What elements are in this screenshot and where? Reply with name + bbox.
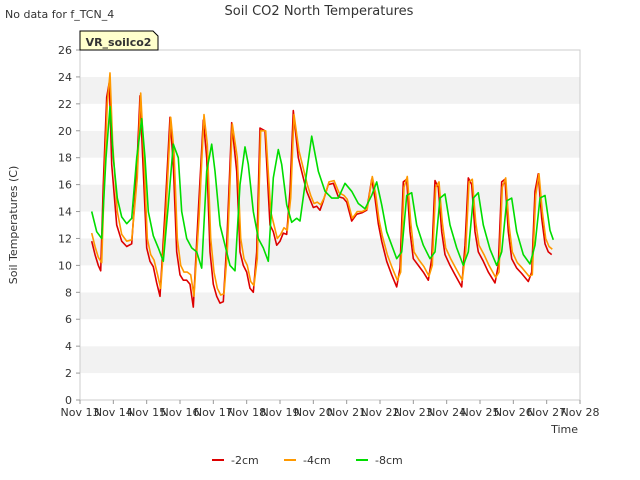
y-tick-label: 14: [58, 206, 72, 219]
legend-label: -8cm: [375, 454, 403, 467]
grid-band: [80, 103, 580, 131]
x-tick-label: Nov 21: [327, 406, 366, 419]
grid-band: [80, 157, 580, 185]
y-tick-label: 24: [58, 71, 72, 84]
grid-band: [80, 346, 580, 374]
series-line--8cm: [90, 105, 555, 272]
plot-bands: [80, 50, 580, 400]
corner-note: No data for f_TCN_4: [5, 8, 114, 21]
grid-band: [80, 373, 580, 400]
y-tick-label: 22: [58, 98, 72, 111]
series-lines: [90, 72, 555, 308]
x-tick-label: Nov 16: [161, 406, 200, 419]
legend-label: -4cm: [303, 454, 331, 467]
y-tick-label: 6: [65, 313, 72, 326]
grid-band: [80, 76, 580, 104]
x-tick-label: Nov 20: [294, 406, 333, 419]
x-tick-label: Nov 25: [461, 406, 500, 419]
x-tick-label: Nov 19: [261, 406, 300, 419]
plot-frame: [79, 49, 581, 401]
x-tick-label: Nov 24: [427, 406, 466, 419]
y-axis-label: Soil Temperatures (C): [7, 166, 20, 285]
badge: VR_soilco2: [79, 30, 159, 51]
grid-band: [80, 50, 580, 77]
x-tick-label: Nov 14: [94, 406, 133, 419]
y-tick-label: 8: [65, 286, 72, 299]
y-tick-label: 2: [65, 367, 72, 380]
x-tick-label: Nov 22: [361, 406, 400, 419]
y-tick-label: 18: [58, 152, 72, 165]
x-tick-label: Nov 28: [561, 406, 600, 419]
x-tick-label: Nov 27: [527, 406, 566, 419]
badge-label: VR_soilco2: [86, 36, 152, 49]
chart-title: Soil CO2 North Temperatures: [225, 4, 414, 19]
grid-band: [80, 184, 580, 212]
legend-label: -2cm: [231, 454, 259, 467]
x-axis-label: Time: [550, 423, 578, 436]
x-tick-label: Nov 26: [494, 406, 533, 419]
y-tick-label: 12: [58, 232, 72, 245]
grid-band: [80, 292, 580, 320]
x-tick-label: Nov 13: [61, 406, 100, 419]
grid-band: [80, 130, 580, 158]
y-tick-label: 26: [58, 44, 72, 57]
grid-band: [80, 265, 580, 293]
x-tick-label: Nov 18: [227, 406, 266, 419]
y-tick-label: 0: [65, 394, 72, 407]
y-tick-label: 20: [58, 125, 72, 138]
series-line--4cm: [90, 72, 553, 298]
x-tick-label: Nov 23: [394, 406, 433, 419]
y-tick-label: 10: [58, 259, 72, 272]
y-tick-label: 4: [65, 340, 72, 353]
legend: -2cm -4cm -8cm: [212, 454, 403, 467]
x-tick-label: Nov 15: [127, 406, 166, 419]
grid-band: [80, 319, 580, 347]
y-tick-label: 16: [58, 179, 72, 192]
x-tick-label: Nov 17: [194, 406, 233, 419]
